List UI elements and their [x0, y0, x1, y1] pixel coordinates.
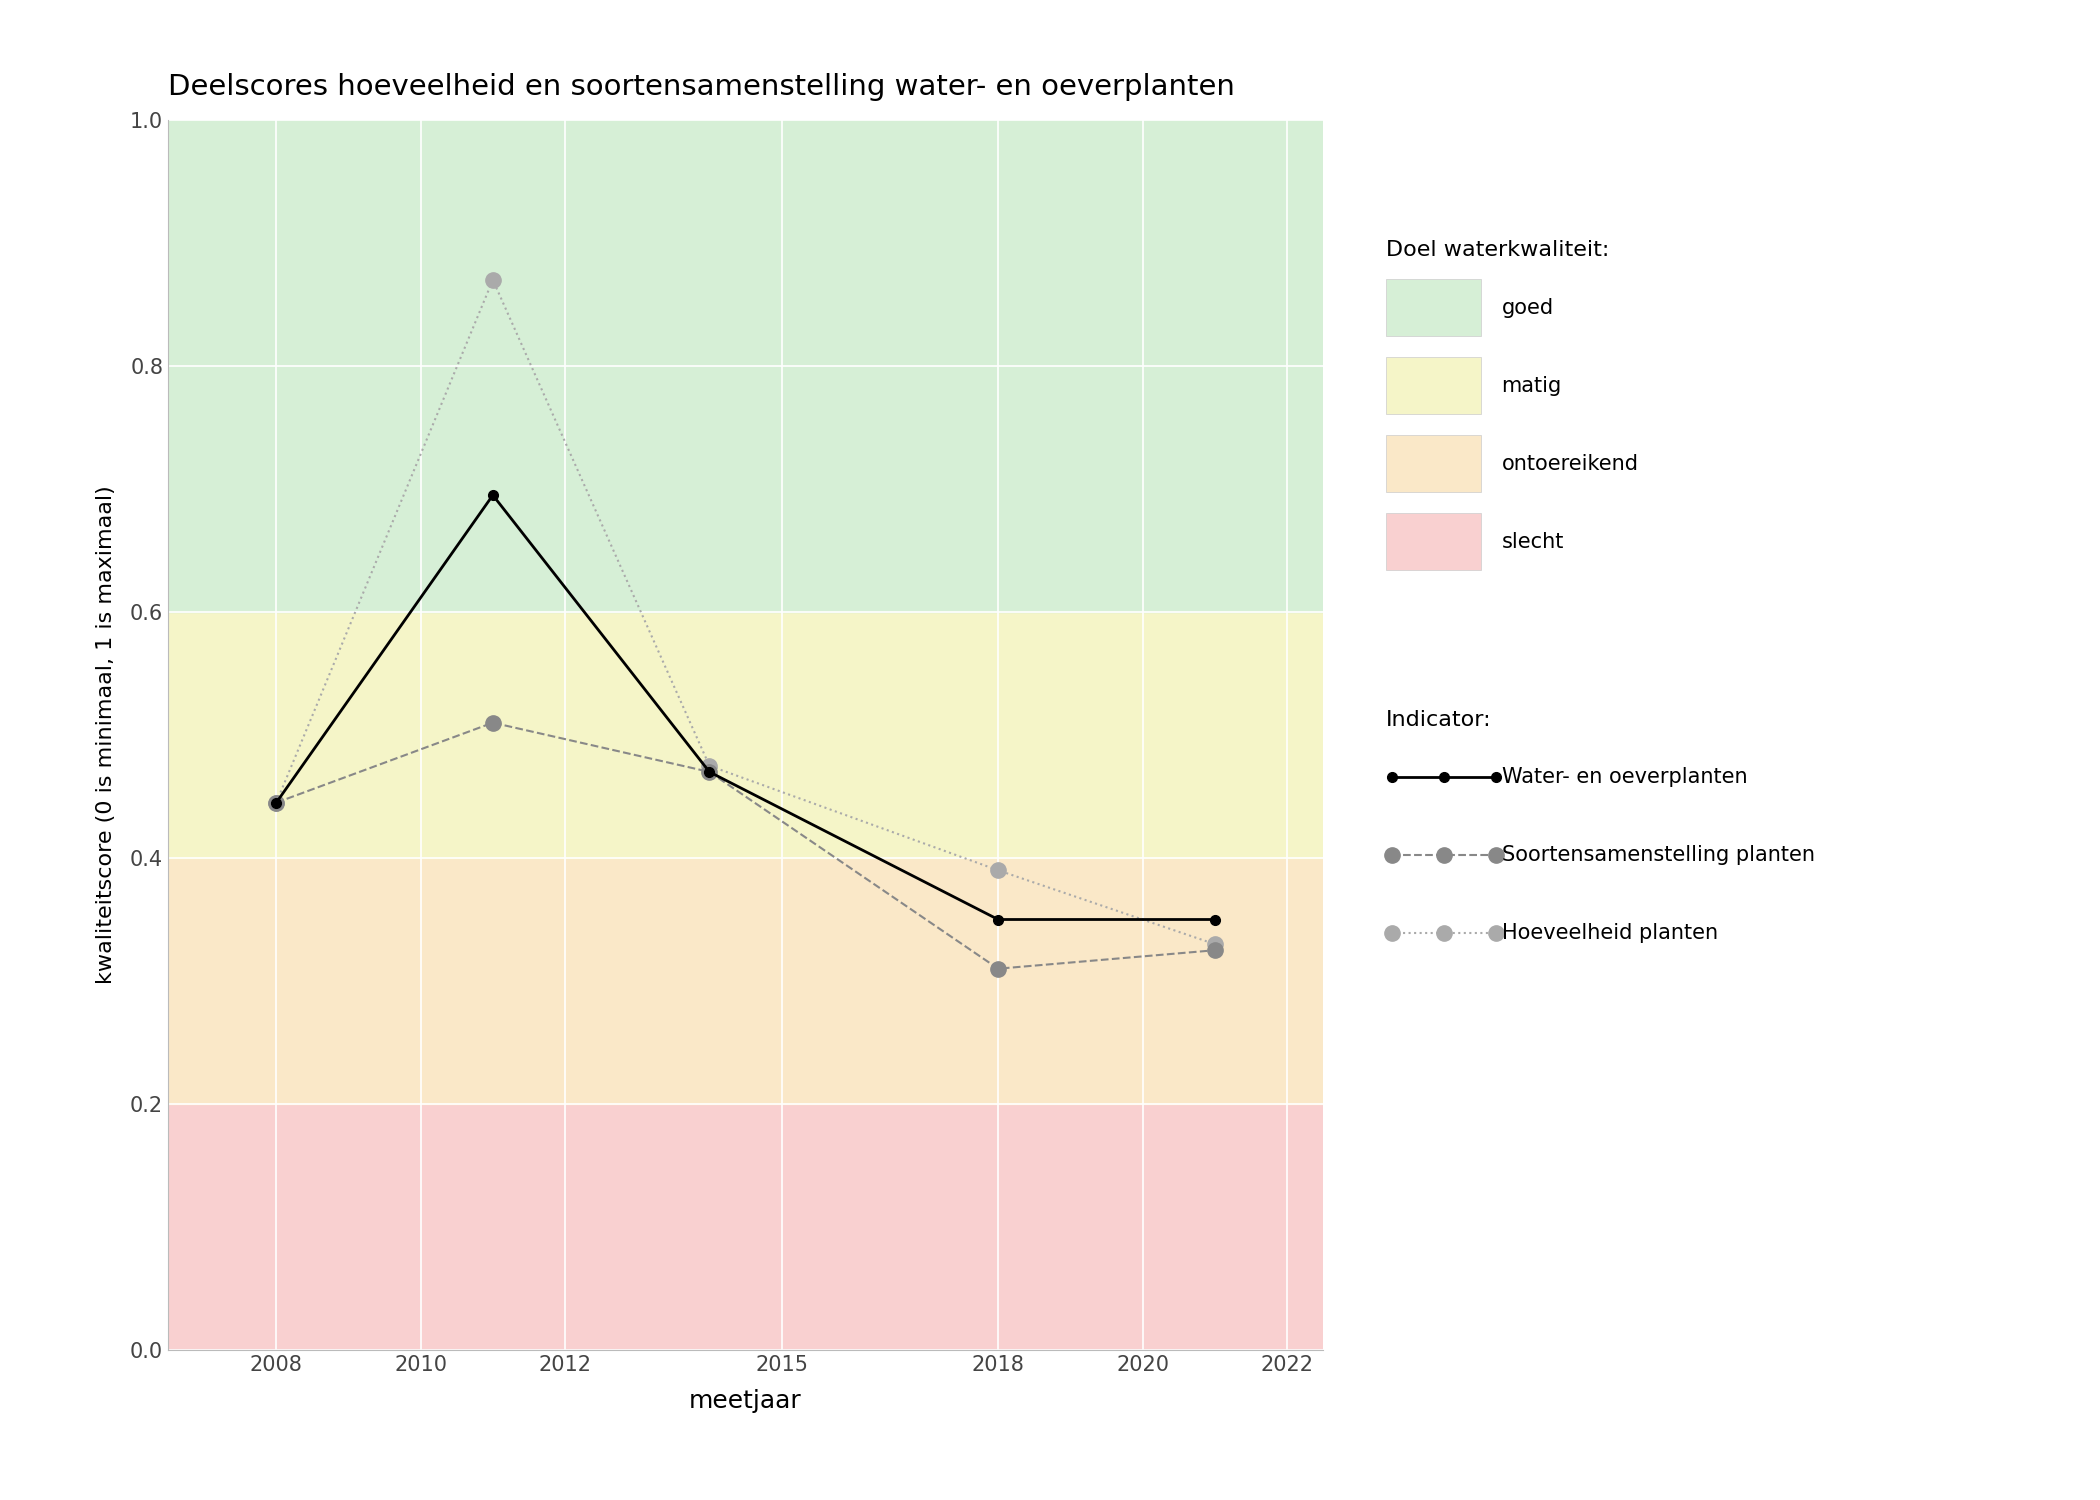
Text: goed: goed — [1502, 297, 1554, 318]
Text: Water- en oeverplanten: Water- en oeverplanten — [1502, 766, 1747, 788]
Bar — [168, 1104, 1323, 1350]
Text: Indicator:: Indicator: — [1386, 710, 1491, 729]
Text: slecht: slecht — [1502, 531, 1564, 552]
Bar — [168, 612, 1323, 858]
Y-axis label: kwaliteitscore (0 is minimaal, 1 is maximaal): kwaliteitscore (0 is minimaal, 1 is maxi… — [97, 486, 116, 984]
Text: Deelscores hoeveelheid en soortensamenstelling water- en oeverplanten: Deelscores hoeveelheid en soortensamenst… — [168, 74, 1235, 100]
Text: ontoereikend: ontoereikend — [1502, 453, 1638, 474]
Text: matig: matig — [1502, 375, 1562, 396]
Text: Soortensamenstelling planten: Soortensamenstelling planten — [1502, 844, 1814, 865]
Text: Hoeveelheid planten: Hoeveelheid planten — [1502, 922, 1718, 944]
Bar — [168, 120, 1323, 612]
Text: Doel waterkwaliteit:: Doel waterkwaliteit: — [1386, 240, 1609, 260]
Bar — [168, 858, 1323, 1104]
X-axis label: meetjaar: meetjaar — [689, 1389, 802, 1413]
